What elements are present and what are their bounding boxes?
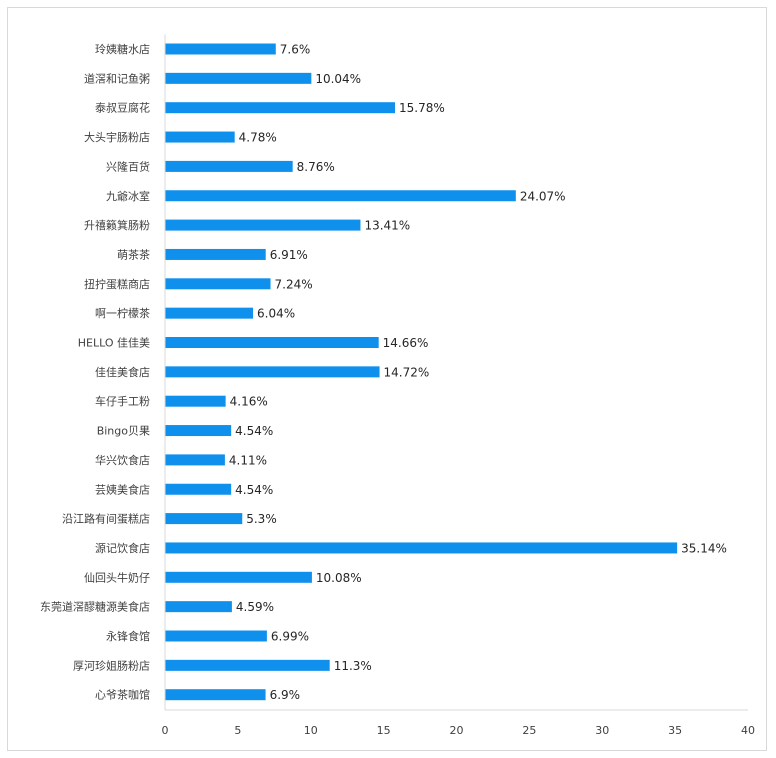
category-label: 仙回头牛奶仔: [84, 570, 150, 584]
category-label: 芸姨美食店: [95, 482, 150, 496]
value-label: 4.59%: [236, 600, 274, 614]
category-label: 车仔手工粉: [95, 394, 150, 408]
category-label: 源记饮食店: [95, 541, 150, 555]
category-label: 大头宇肠粉店: [84, 130, 150, 144]
bar-group: [165, 43, 678, 701]
bar: [165, 248, 266, 260]
value-labels: 7.6% 10.04% 15.78% 4.78% 8.76% 24.07% 13.41% 6.…: [229, 43, 727, 703]
bar: [165, 513, 243, 525]
value-label: 35.14%: [681, 541, 727, 555]
bar: [165, 160, 293, 172]
category-label: HELLO 佳佳美: [78, 336, 150, 350]
x-tick-label: 25: [522, 724, 536, 737]
bar: [165, 131, 235, 143]
category-label: Bingo贝果: [97, 425, 150, 438]
bar: [165, 630, 267, 642]
category-label: 萌茶茶: [117, 247, 150, 261]
bar: [165, 43, 276, 55]
bar: [165, 72, 312, 84]
category-label: 道滘和记鱼粥: [84, 71, 150, 85]
value-label: 8.76%: [297, 160, 335, 174]
category-label: 厚河珍姐肠粉店: [73, 658, 150, 672]
category-label: 九爺冰室: [106, 189, 150, 203]
value-label: 24.07%: [520, 189, 566, 203]
bar: [165, 425, 232, 437]
value-label: 15.78%: [399, 101, 445, 115]
category-label: 兴隆百货: [106, 159, 150, 173]
value-label: 7.24%: [275, 277, 313, 291]
bar: [165, 337, 379, 348]
value-label: 10.08%: [316, 571, 362, 585]
x-tick-label: 15: [377, 724, 391, 737]
category-label: 玲姨糖水店: [95, 42, 150, 56]
value-label: 13.41%: [364, 219, 410, 233]
x-tick-label: 35: [668, 724, 682, 737]
value-label: 6.04%: [257, 307, 295, 321]
value-label: 4.54%: [235, 424, 273, 438]
value-label: 5.3%: [246, 512, 277, 526]
bar: [165, 395, 226, 407]
category-label: 心爷茶咖馆: [95, 688, 150, 702]
x-axis: 0 5 10 15 20 25 30 35 40: [162, 34, 755, 737]
x-tick-label: 5: [234, 724, 241, 737]
category-label: 永锋食馆: [106, 629, 150, 643]
value-label: 11.3%: [334, 659, 372, 673]
bar: [165, 542, 678, 554]
category-label: 啊一柠檬茶: [95, 306, 150, 320]
value-label: 10.04%: [315, 72, 361, 86]
value-label: 4.54%: [235, 483, 273, 497]
category-label: 沿江路有间蛋糕店: [62, 512, 150, 526]
bar: [165, 190, 516, 202]
x-tick-label: 20: [450, 724, 464, 737]
bar: [165, 307, 254, 319]
value-label: 14.72%: [384, 365, 430, 379]
value-label: 7.6%: [280, 43, 311, 57]
category-label: 扭拧蛋糕商店: [84, 277, 150, 291]
x-tick-label: 30: [595, 724, 609, 737]
value-label: 14.66%: [383, 336, 429, 350]
bar: [165, 278, 271, 290]
value-label: 4.78%: [239, 131, 277, 145]
category-label: 升禧籁箕肠粉: [84, 218, 150, 232]
bar: [165, 601, 232, 613]
category-label: 泰叔豆腐花: [95, 101, 150, 115]
category-label: 佳佳美食店: [95, 365, 150, 379]
value-label: 6.91%: [270, 248, 308, 262]
bar: [165, 219, 361, 231]
value-label: 4.16%: [230, 395, 268, 409]
bar: [165, 659, 330, 671]
value-label: 4.11%: [229, 453, 267, 467]
x-tick-label: 40: [741, 724, 755, 737]
bar: [165, 483, 232, 495]
value-label: 6.9%: [270, 688, 301, 702]
chart-frame: [7, 7, 767, 751]
bar: [165, 454, 225, 466]
category-label: 东莞道滘醪糖源美食店: [40, 600, 150, 614]
bar: [165, 689, 266, 701]
value-label: 6.99%: [271, 630, 309, 644]
bar: [165, 571, 312, 583]
x-tick-label: 0: [162, 724, 169, 737]
category-labels: 玲姨糖水店道滘和记鱼粥泰叔豆腐花大头宇肠粉店兴隆百货九爺冰室升禧籁箕肠粉萌茶茶扭…: [40, 42, 150, 702]
bar: [165, 366, 380, 378]
x-tick-label: 10: [304, 724, 318, 737]
bar: [165, 102, 395, 114]
category-label: 华兴饮食店: [95, 453, 150, 467]
